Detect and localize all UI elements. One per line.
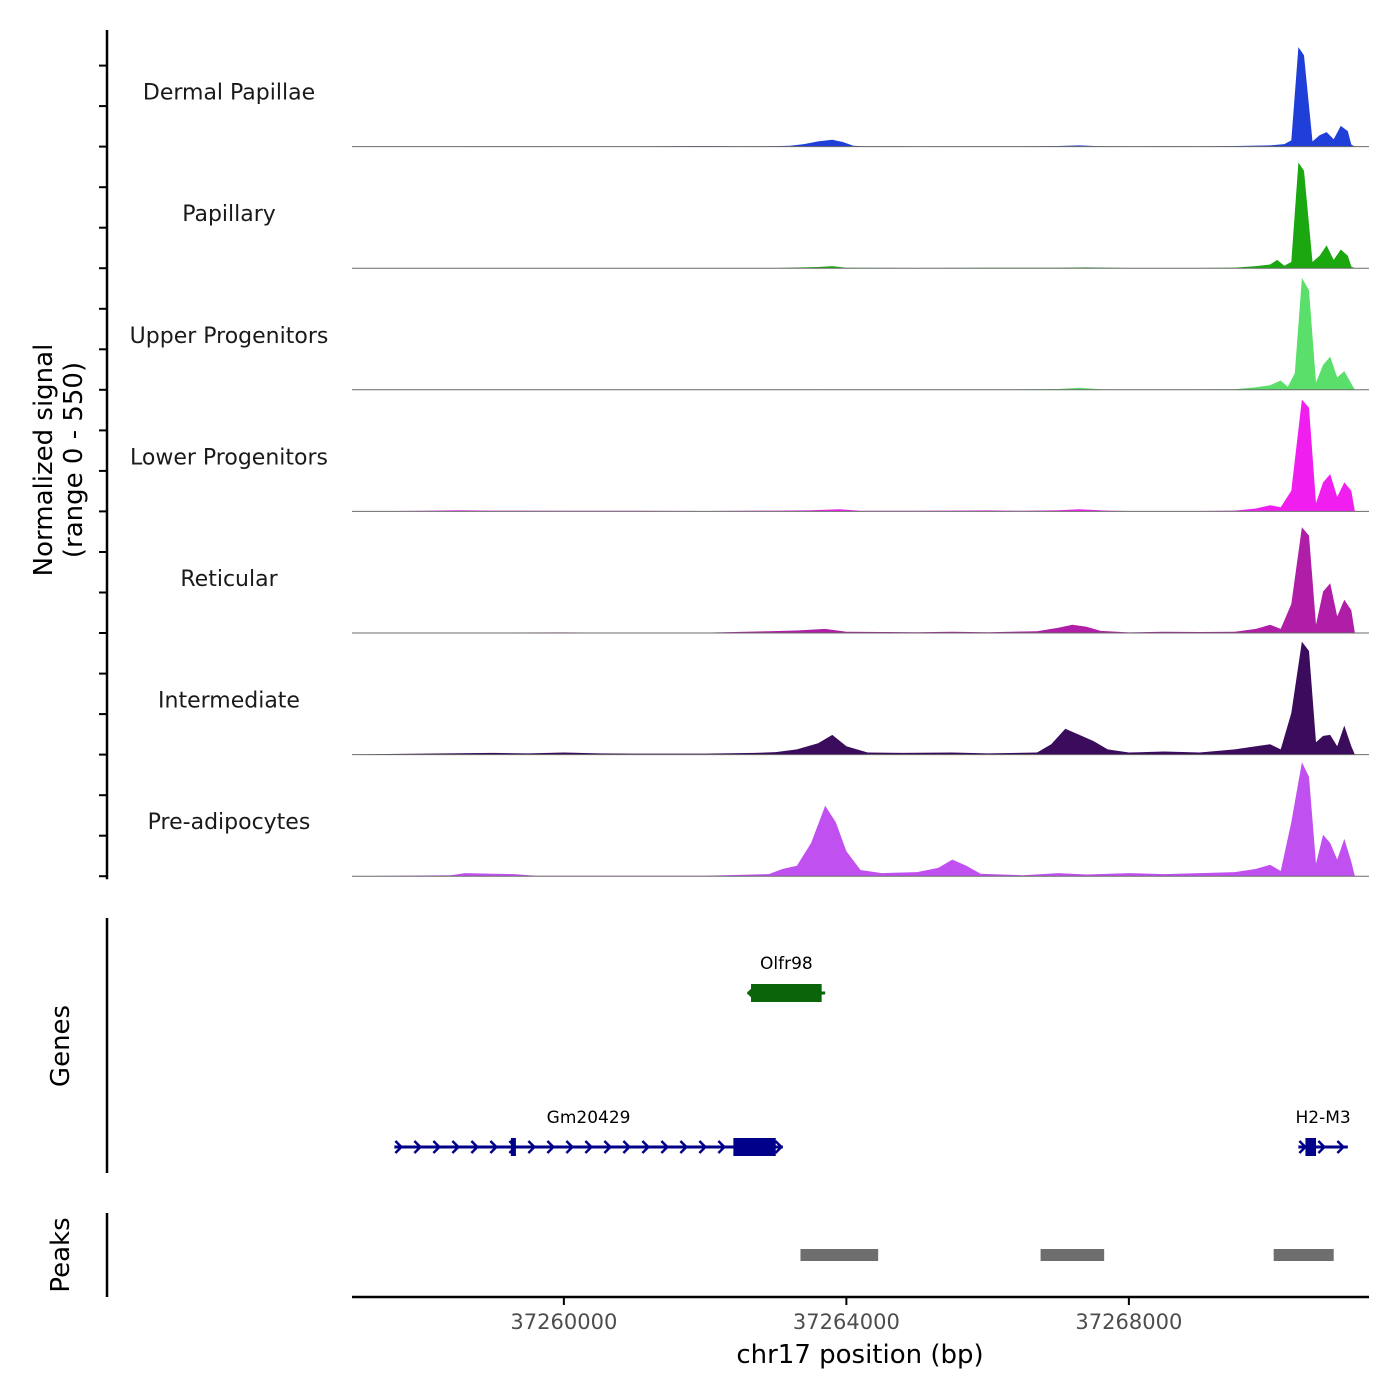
track-label-pre-adipocytes: Pre-adipocytes [148, 810, 311, 835]
strand-chevron [584, 1140, 594, 1154]
gene-exon [1305, 1138, 1317, 1156]
peaks-track-title: Peaks [46, 1217, 76, 1292]
strand-chevron [641, 1140, 651, 1154]
genes-track-title: Genes [46, 1005, 76, 1087]
track-reticular: Reticular [180, 527, 1369, 634]
track-intermediate: Intermediate [158, 641, 1369, 756]
signal-tracks: Dermal Papillae Papillary Upper Progenitor… [130, 47, 1369, 877]
strand-chevron [527, 1140, 537, 1154]
track-label-dermal-papillae: Dermal Papillae [143, 81, 315, 106]
signal-area-pre-adipocytes [352, 762, 1355, 877]
signal-area-upper-progenitors [352, 277, 1355, 390]
strand-chevron [470, 1140, 480, 1154]
gene-label-h2-m3: H2-M3 [1295, 1108, 1350, 1128]
strand-chevron [679, 1140, 689, 1154]
gene-gm20429: Gm20429 [394, 1108, 784, 1156]
gene-h2-m3: H2-M3 [1295, 1108, 1351, 1156]
track-lower-progenitors: Lower Progenitors [130, 399, 1369, 512]
signal-area-lower-progenitors [352, 399, 1355, 512]
strand-chevron [1317, 1140, 1327, 1154]
gene-exon [733, 1138, 776, 1156]
gene-exon [751, 984, 822, 1002]
peak-region [1040, 1249, 1105, 1261]
strand-chevron [565, 1140, 575, 1154]
signal-area-dermal-papillae [352, 47, 1355, 147]
track-label-lower-progenitors: Lower Progenitors [130, 445, 328, 470]
track-dermal-papillae: Dermal Papillae [143, 47, 1369, 148]
x-axis-ticks: 37260000 37264000 37268000 [510, 1297, 1182, 1334]
strand-chevron [717, 1140, 727, 1154]
strand-chevron [774, 1140, 784, 1154]
strand-chevron [1298, 1140, 1308, 1154]
track-upper-progenitors: Upper Progenitors [130, 277, 1369, 391]
strand-chevron [660, 1140, 670, 1154]
gene-label-gm20429: Gm20429 [547, 1108, 631, 1128]
strand-chevron [451, 1140, 461, 1154]
strand-chevron [432, 1140, 442, 1154]
track-label-intermediate: Intermediate [158, 689, 300, 714]
signal-area-reticular [352, 527, 1355, 633]
strand-chevron [394, 1140, 404, 1154]
track-label-reticular: Reticular [180, 567, 278, 592]
peak-region [1273, 1249, 1334, 1261]
gene-olfr98: Olfr98 [746, 954, 826, 1002]
signal-y-axis [99, 30, 109, 880]
x-tick-label: 37264000 [793, 1310, 900, 1334]
strand-chevron [603, 1140, 613, 1154]
track-pre-adipocytes: Pre-adipocytes [148, 762, 1369, 877]
peak-region [800, 1249, 879, 1261]
signal-axis-range: (range 0 - 550) [59, 362, 89, 558]
gene-annotations: Olfr98 Gm20429 H2-M3 [394, 954, 1351, 1156]
strand-chevron [622, 1140, 632, 1154]
x-tick-label: 37268000 [1075, 1310, 1182, 1334]
strand-chevron [413, 1140, 423, 1154]
track-label-upper-progenitors: Upper Progenitors [130, 324, 329, 349]
strand-chevron [1336, 1140, 1346, 1154]
strand-chevron [698, 1140, 708, 1154]
track-label-papillary: Papillary [182, 202, 276, 227]
signal-axis-title: Normalized signal [29, 344, 59, 577]
strand-chevron [489, 1140, 499, 1154]
signal-area-intermediate [352, 641, 1355, 755]
track-papillary: Papillary [182, 162, 1369, 269]
x-tick-label: 37260000 [510, 1310, 617, 1334]
x-axis-title: chr17 position (bp) [736, 1340, 983, 1370]
gene-label-olfr98: Olfr98 [760, 954, 813, 974]
signal-area-papillary [352, 162, 1355, 269]
gene-exon [510, 1138, 516, 1156]
strand-chevron [546, 1140, 556, 1154]
peak-regions [800, 1249, 1334, 1261]
